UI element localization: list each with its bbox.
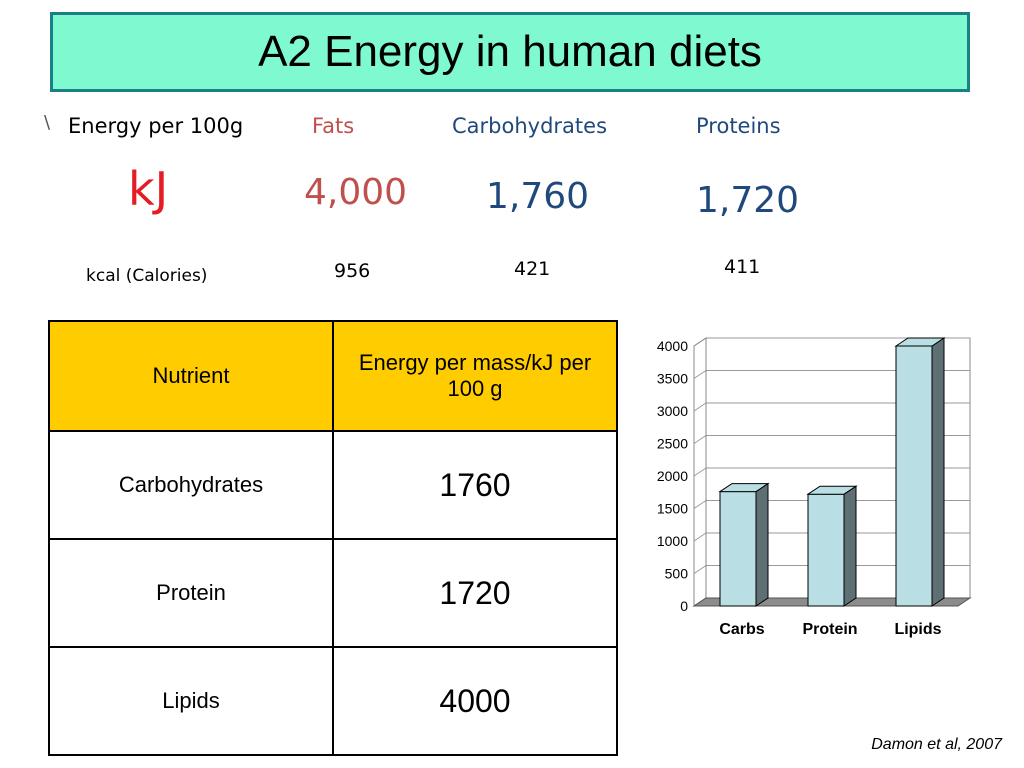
grid-line-side bbox=[693, 402, 707, 412]
grid-line-side bbox=[693, 467, 707, 477]
row-energy: 1720 bbox=[332, 538, 618, 648]
header-proteins: Proteins bbox=[696, 114, 781, 138]
table-header-row: Nutrient Energy per mass/kJ per 100 g bbox=[48, 320, 618, 432]
header-energy: Energy per mass/kJ per 100 g bbox=[332, 320, 618, 432]
energy-bar-chart: 0 500 1000 1500 2000 2500 3000 3500 4000 Carbs Pro… bbox=[657, 337, 972, 638]
table-row: Carbohydrates 1760 bbox=[48, 430, 618, 540]
bar bbox=[719, 491, 757, 607]
nutrient-table: Nutrient Energy per mass/kJ per 100 g Ca… bbox=[48, 320, 618, 756]
stray-mark: \ bbox=[44, 112, 51, 133]
table-row: Protein 1720 bbox=[48, 538, 618, 648]
x-tick-label: Carbs bbox=[719, 621, 764, 638]
y-tick-label: 500 bbox=[665, 566, 689, 582]
row-nutrient: Carbohydrates bbox=[48, 430, 334, 540]
grid-line-side bbox=[693, 565, 707, 574]
header-fats: Fats bbox=[312, 114, 355, 138]
energy-panel: \ Energy per 100g Fats Carbohydrates Pro… bbox=[0, 100, 1024, 300]
row-energy: 4000 bbox=[332, 646, 618, 756]
bar-top bbox=[718, 483, 770, 493]
bar-side bbox=[843, 485, 857, 607]
bar-top bbox=[806, 485, 858, 495]
y-tick-label: 4000 bbox=[657, 338, 688, 354]
y-tick-label: 3000 bbox=[657, 403, 688, 419]
y-tick-label: 2500 bbox=[657, 436, 688, 452]
kj-value-proteins: 1,720 bbox=[696, 180, 800, 221]
bar-side bbox=[755, 482, 769, 607]
kj-value-fats: 4,000 bbox=[304, 172, 408, 213]
energy-row-label: Energy per 100g bbox=[68, 114, 244, 138]
citation: Damon et al, 2007 bbox=[871, 736, 1002, 753]
row-nutrient: Protein bbox=[48, 538, 334, 648]
x-tick-label: Protein bbox=[802, 621, 857, 638]
table-row: Lipids 4000 bbox=[48, 646, 618, 756]
header-carbohydrates: Carbohydrates bbox=[452, 114, 608, 138]
x-tick-label: Lipids bbox=[894, 621, 941, 638]
y-tick-label: 3500 bbox=[657, 371, 688, 387]
kcal-value-carbohydrates: 421 bbox=[514, 258, 551, 280]
bar bbox=[807, 493, 845, 607]
grid-line-side bbox=[693, 370, 707, 379]
kcal-value-proteins: 411 bbox=[724, 256, 761, 278]
row-energy: 1760 bbox=[332, 430, 618, 540]
header-nutrient: Nutrient bbox=[48, 320, 334, 432]
row-nutrient: Lipids bbox=[48, 646, 334, 756]
page-title: A2 Energy in human diets bbox=[258, 27, 762, 76]
grid-line-side bbox=[693, 500, 707, 509]
bar-side bbox=[931, 337, 945, 607]
y-tick-label: 2000 bbox=[657, 468, 688, 484]
y-tick-label: 0 bbox=[680, 598, 688, 614]
kcal-value-fats: 956 bbox=[334, 260, 371, 282]
y-tick-label: 1500 bbox=[657, 501, 688, 517]
title-box: A2 Energy in human diets bbox=[50, 12, 970, 92]
grid-line-side bbox=[693, 435, 707, 444]
kj-value-carbohydrates: 1,760 bbox=[486, 176, 590, 217]
kj-label: kJ bbox=[128, 162, 169, 216]
bar bbox=[895, 345, 933, 607]
y-tick-label: 1000 bbox=[657, 533, 688, 549]
kcal-label: kcal (Calories) bbox=[86, 266, 208, 286]
grid-line-side bbox=[693, 532, 707, 542]
bar-top bbox=[894, 337, 946, 347]
